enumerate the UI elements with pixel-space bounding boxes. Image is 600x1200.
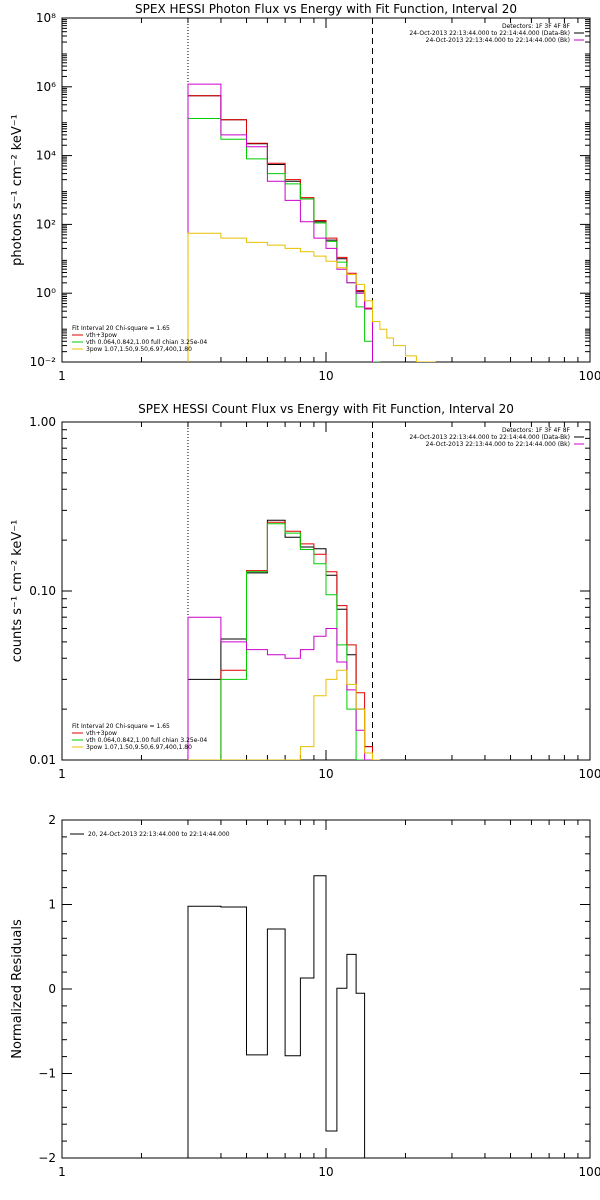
x-tick-label: 10 [318,369,333,383]
series-bk [187,616,373,760]
x-tick-label: 100 [579,767,600,781]
legend-bottom-text: vth 0.064,0.842,1.00 full chian 3.25e-04 [86,737,207,744]
series-bk [187,83,373,362]
y-tick-label: 10⁸ [36,11,56,25]
panel-1: SPEX HESSI Photon Flux vs Energy with Fi… [10,2,600,383]
y-tick-label: 0 [48,982,56,996]
x-tick-label: 100 [579,369,600,383]
y-tick-label: 10² [36,217,56,231]
y-tick-label: 10⁻² [30,355,57,369]
series-20-24-oct-2013-22-13-44-000-to-22-14-44-000 [187,875,366,1158]
y-axis-label: photons s⁻¹ cm⁻² keV⁻¹ [10,114,25,266]
legend-bottom-text: vth+3pow [86,730,117,737]
x-tick-label: 100 [579,1165,600,1179]
series-vth [187,118,380,362]
y-tick-label: 1.00 [29,415,56,429]
legend-top-text: 24-Oct-2013 22:13:44.000 to 22:14:44.000… [426,37,570,44]
series-group [187,83,436,362]
plot-frame [61,17,591,363]
y-tick-label: −1 [38,1067,56,1081]
panel-3: Normalized Residuals 1 10 100 −2 −1 0 1 2 20, 24-… [10,813,600,1179]
y-tick-label: 10⁴ [36,149,56,163]
x-tick-label: 1 [58,767,66,781]
y-axis-label: counts s⁻¹ cm⁻² keV⁻¹ [10,520,25,663]
legend-top-text: 24-Oct-2013 22:13:44.000 to 22:14:44.000… [409,434,570,441]
y-tick-label: 2 [48,813,56,827]
series-vth [188,523,373,760]
chart-title: SPEX HESSI Count Flux vs Energy with Fit… [138,402,514,416]
y-tick-label: 10⁰ [36,286,56,300]
series-group [187,875,366,1158]
series-3pow [188,669,380,760]
y-tick-label: 0.01 [29,753,56,767]
series-vth-3pow [188,521,373,760]
x-tick-label: 1 [58,1165,66,1179]
series-data-bk [187,519,373,760]
legend-top-text: Detectors: 1F 3F 4F 8F [502,23,571,30]
legend-text: 20, 24-Oct-2013 22:13:44.000 to 22:14:44… [88,831,230,838]
y-tick-label: 1 [48,898,56,912]
series-vth-3pow [187,95,373,362]
legend-bottom-text: Fit Interval 20 Chi-square = 1.65 [72,325,170,332]
x-tick-label: 1 [58,369,66,383]
legend-bottom-text: Fit Interval 20 Chi-square = 1.65 [72,723,170,730]
y-tick-label: −2 [38,1151,56,1165]
legend-top-text: 24-Oct-2013 22:13:44.000 to 22:14:44.000… [426,441,570,448]
chart-title: SPEX HESSI Photon Flux vs Energy with Fi… [135,2,517,16]
x-tick-label: 10 [318,1165,333,1179]
legend-bottom-text: vth 0.064,0.842,1.00 full chian 3.25e-04 [86,339,207,346]
y-tick-label: 10⁶ [36,80,56,94]
x-tick-label: 10 [318,767,333,781]
legend-bottom-text: vth+3pow [86,332,117,339]
legend-top-text: Detectors: 1F 3F 4F 8F [502,427,571,434]
panel-2: SPEX HESSI Count Flux vs Energy with Fit… [10,402,600,781]
series-3pow [187,232,436,362]
legend-bottom-text: 3pow 1.07,1.50,9.50,6.97,400,1.80 [86,346,192,353]
legend-top-text: 24-Oct-2013 22:13:44.000 to 22:14:44.000… [409,30,570,37]
y-tick-label: 0.10 [29,584,56,598]
y-axis-label: Normalized Residuals [10,919,25,1059]
series-data-bk [187,95,373,362]
legend-bottom-text: 3pow 1.07,1.50,9.50,6.97,400,1.80 [86,744,192,751]
series-group [187,519,380,760]
